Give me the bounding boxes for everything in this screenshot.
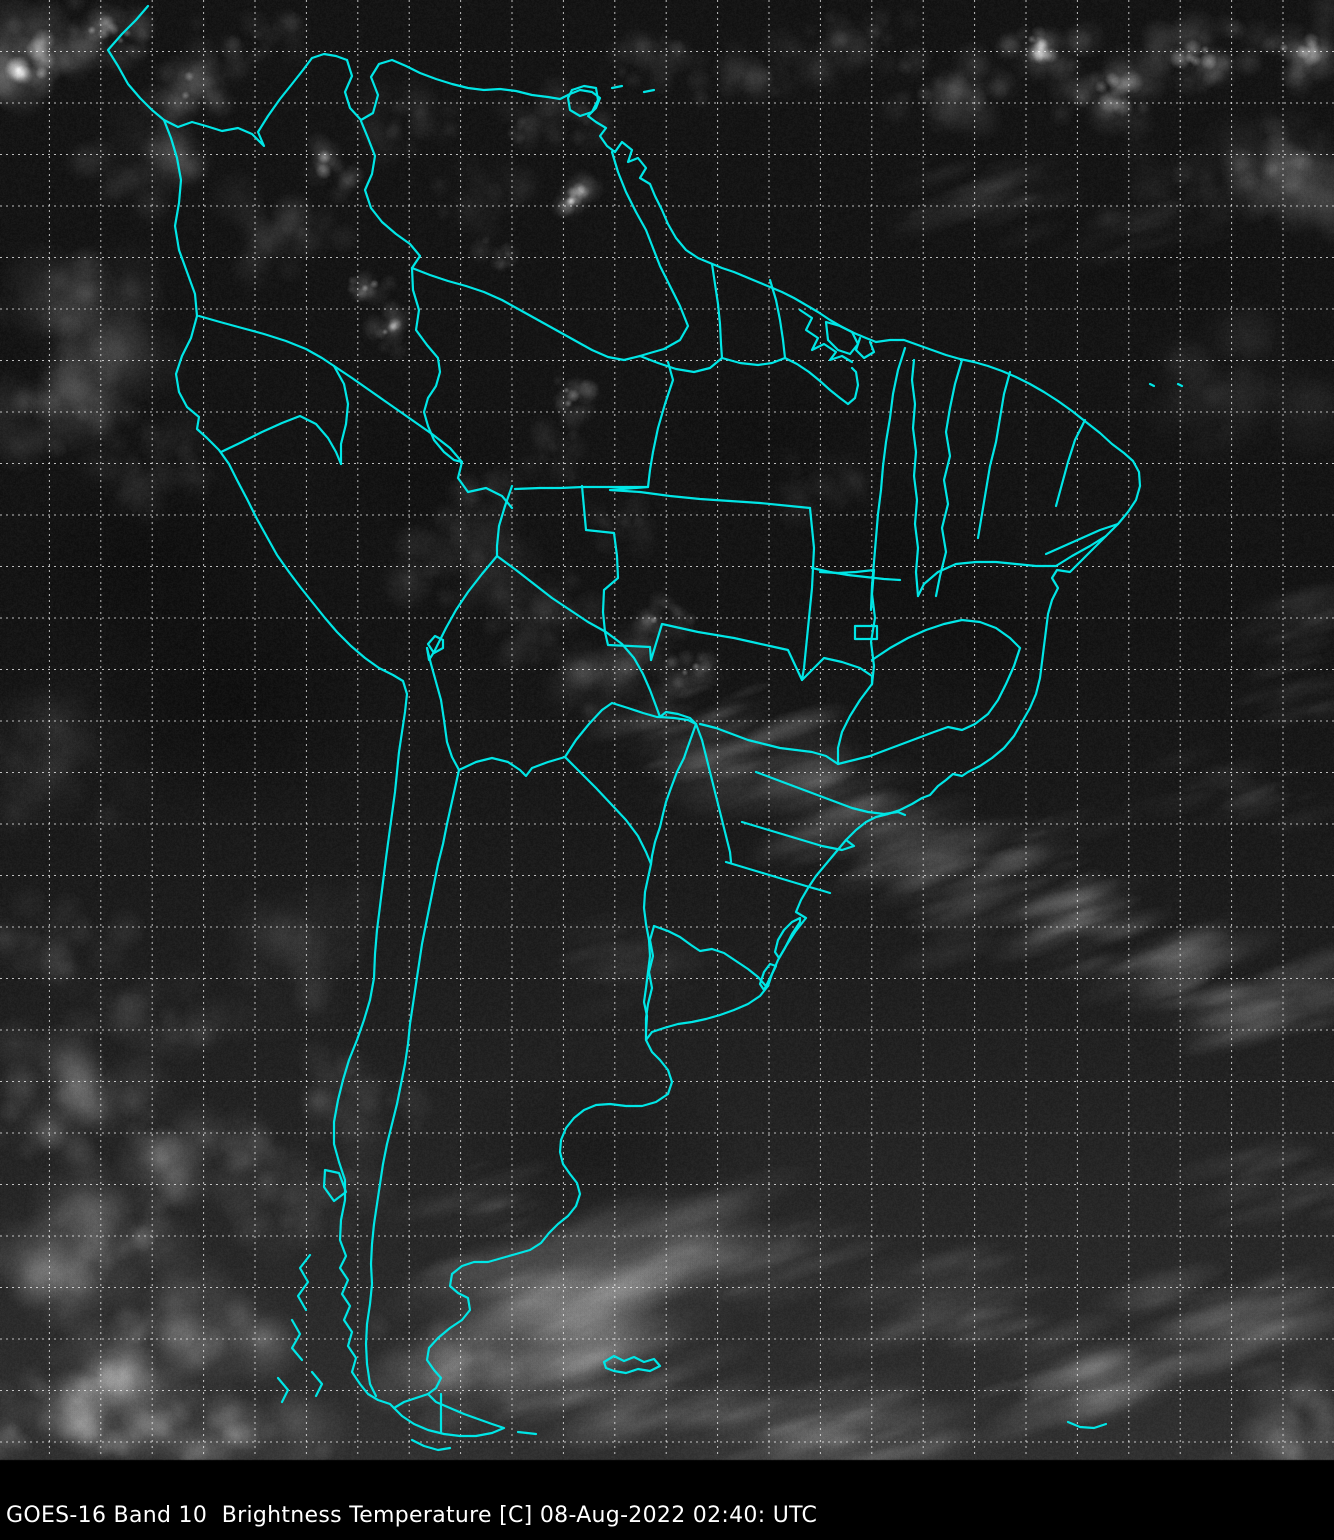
image-caption: GOES-16 Band 10 Brightness Temperature […: [6, 1503, 818, 1528]
